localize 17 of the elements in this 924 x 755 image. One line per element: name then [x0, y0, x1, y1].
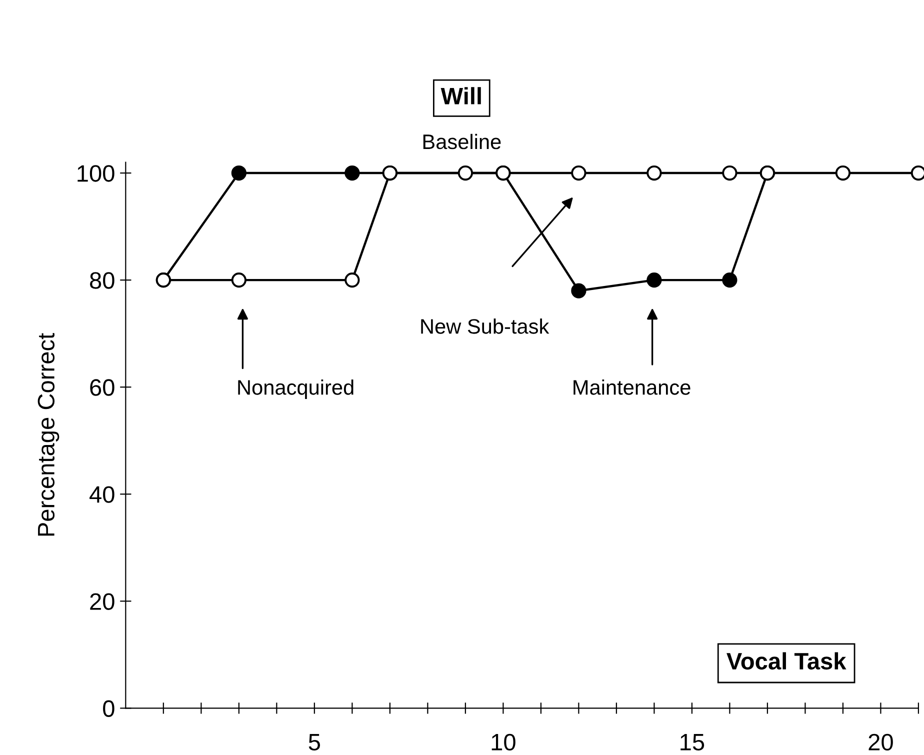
text: Baseline	[423, 134, 501, 150]
y-axis-title: Percentage Correct	[38, 333, 60, 536]
annotation: New Sub-task	[421, 318, 550, 334]
y-tick-label: 0	[103, 700, 114, 717]
chart-title: Will	[440, 87, 481, 104]
annotation: Maintenance	[574, 380, 690, 395]
x-tick-label: 10	[492, 734, 516, 751]
annotation: Vocal Task	[726, 652, 846, 670]
annotation: Nonacquired	[238, 380, 354, 399]
x-tick-label: 15	[680, 734, 704, 751]
y-tick-label: 20	[90, 593, 114, 610]
x-tick-label: 20	[868, 734, 893, 751]
y-tick-label: 60	[90, 379, 114, 396]
y-tick-label: 100	[78, 165, 114, 182]
x-tick-label: 5	[308, 734, 320, 751]
y-tick-label: 40	[90, 486, 114, 503]
y-tick-label: 80	[90, 272, 114, 289]
